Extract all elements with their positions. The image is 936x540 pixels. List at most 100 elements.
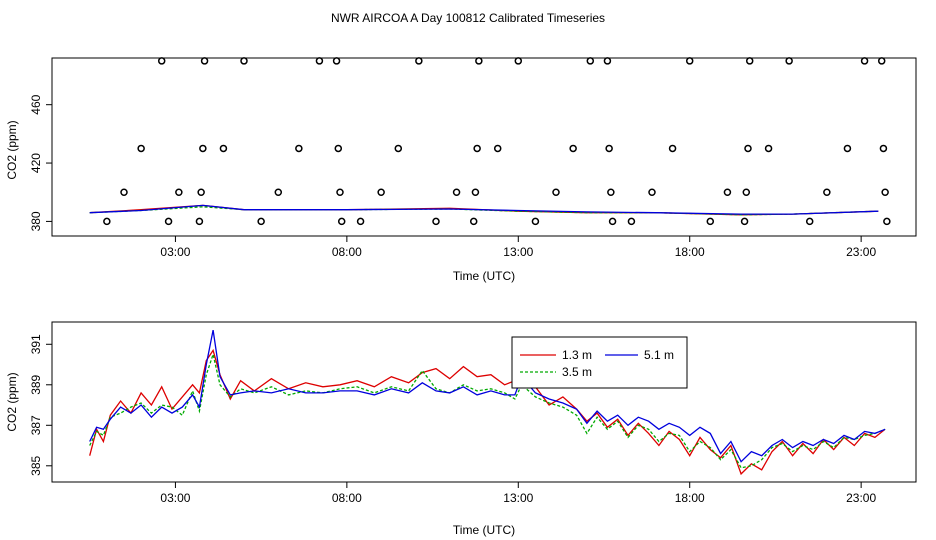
x-tick-label: 23:00 xyxy=(846,245,876,259)
scatter-point xyxy=(475,57,483,65)
top-series-group xyxy=(89,204,879,216)
scatter-point xyxy=(879,144,888,153)
scatter-point xyxy=(607,188,615,196)
legend-label-5-1m: 5.1 m xyxy=(644,348,674,362)
scatter-point xyxy=(200,57,209,65)
y-tick-label: 460 xyxy=(29,94,43,114)
top-y-axis: 380 420 460 xyxy=(29,94,52,231)
scatter-point xyxy=(432,217,440,226)
legend: 1.3 m 3.5 m 5.1 m xyxy=(511,336,688,389)
scatter-point xyxy=(334,144,343,153)
scatter-point xyxy=(648,188,656,196)
x-tick-label: 13:00 xyxy=(503,491,533,505)
scatter-point xyxy=(706,217,715,226)
scatter-point xyxy=(197,188,205,196)
scatter-point xyxy=(627,217,636,226)
scatter-point xyxy=(219,144,228,153)
scatter-point xyxy=(257,217,265,226)
top-x-axis: 03:00 08:00 13:00 18:00 23:00 xyxy=(160,236,876,259)
figure-title: NWR AIRCOA A Day 100812 Calibrated Times… xyxy=(331,11,605,25)
scatter-point xyxy=(742,188,751,196)
legend-label-1-3m: 1.3 m xyxy=(562,348,592,362)
bottom-plot-frame xyxy=(51,321,917,483)
y-tick-label: 380 xyxy=(29,211,43,231)
scatter-point xyxy=(137,144,145,153)
scatter-point xyxy=(337,217,346,226)
top-y-axis-label: CO2 (ppm) xyxy=(5,120,19,179)
bottom-x-axis-label: Time (UTC) xyxy=(453,523,515,537)
x-tick-label: 03:00 xyxy=(160,245,190,259)
scatter-point xyxy=(723,188,732,196)
scatter-point xyxy=(881,188,889,196)
legend-label-3-5m: 3.5 m xyxy=(562,365,592,379)
scatter-point xyxy=(843,144,852,153)
scatter-point xyxy=(605,144,613,153)
x-tick-label: 03:00 xyxy=(160,491,190,505)
scatter-point xyxy=(603,57,612,65)
scatter-point xyxy=(199,144,207,153)
scatter-point xyxy=(164,217,173,226)
x-tick-label: 08:00 xyxy=(332,245,362,259)
scatter-point xyxy=(805,217,814,226)
co2-scatter-panel: 03:00 08:00 13:00 18:00 23:00 380 420 460 Time… xyxy=(5,57,917,283)
scatter-point xyxy=(785,57,793,65)
scatter-point xyxy=(336,188,344,196)
scatter-point xyxy=(531,217,540,226)
x-tick-label: 08:00 xyxy=(332,491,362,505)
scatter-point xyxy=(240,57,248,65)
bottom-y-axis: 385 387 389 391 xyxy=(29,334,52,476)
scatter-point xyxy=(103,217,111,226)
y-tick-label: 389 xyxy=(29,374,43,394)
series-line-5-1-m xyxy=(89,329,886,463)
x-tick-label: 13:00 xyxy=(503,245,533,259)
scatter-point xyxy=(195,217,204,226)
legend-box xyxy=(511,336,688,389)
scatter-point xyxy=(744,144,752,153)
scatter-point xyxy=(740,217,749,226)
top-marker-group xyxy=(103,57,891,226)
scatter-point xyxy=(514,57,523,65)
series-line-3-5-m xyxy=(89,351,886,469)
scatter-point xyxy=(315,57,324,65)
scatter-point xyxy=(668,144,677,153)
y-tick-label: 391 xyxy=(29,334,43,354)
bottom-x-axis: 03:00 08:00 13:00 18:00 23:00 xyxy=(160,482,876,505)
scatter-point xyxy=(608,217,617,226)
scatter-point xyxy=(877,57,886,65)
scatter-point xyxy=(764,144,773,153)
scatter-point xyxy=(452,188,461,196)
scatter-point xyxy=(175,188,183,196)
scatter-point xyxy=(745,57,754,65)
scatter-point xyxy=(332,57,341,65)
scatter-point xyxy=(586,57,595,65)
scatter-point xyxy=(274,188,283,196)
scatter-point xyxy=(685,57,694,65)
scatter-point xyxy=(552,188,560,196)
top-plot-frame xyxy=(51,57,917,237)
scatter-point xyxy=(120,188,128,196)
scatter-point xyxy=(157,57,166,65)
series-line-5-1-m xyxy=(89,204,879,215)
y-tick-label: 420 xyxy=(29,153,43,173)
scatter-point xyxy=(394,144,403,153)
scatter-point xyxy=(471,188,480,196)
x-tick-label: 18:00 xyxy=(675,245,705,259)
scatter-point xyxy=(356,217,365,226)
x-tick-label: 18:00 xyxy=(675,491,705,505)
top-x-axis-label: Time (UTC) xyxy=(453,269,515,283)
x-tick-label: 23:00 xyxy=(846,491,876,505)
bottom-y-axis-label: CO2 (ppm) xyxy=(5,372,19,431)
scatter-point xyxy=(377,188,385,196)
scatter-point xyxy=(493,144,502,153)
scatter-point xyxy=(295,144,303,153)
scatter-point xyxy=(415,57,423,65)
y-tick-label: 385 xyxy=(29,455,43,475)
scatter-point xyxy=(823,188,831,196)
bottom-series-group xyxy=(89,329,886,476)
co2-timeseries-panel: 03:00 08:00 13:00 18:00 23:00 385 387 389 391 T… xyxy=(5,321,917,537)
scatter-point xyxy=(469,217,478,226)
scatter-point xyxy=(860,57,869,65)
scatter-point xyxy=(569,144,577,153)
scatter-point xyxy=(473,144,481,153)
